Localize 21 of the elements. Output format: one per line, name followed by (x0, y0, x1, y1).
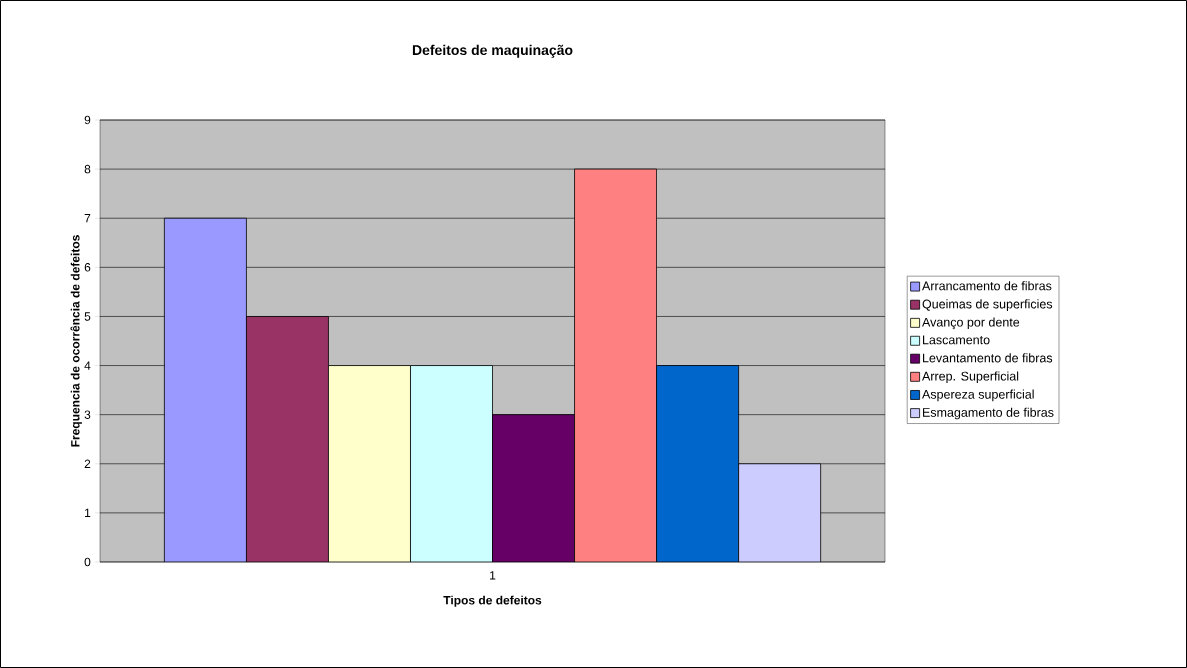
legend-label: Arrancamento de fibras (922, 281, 1052, 291)
y-axis-title: Frequencia de ocorrência de defeitos (70, 235, 82, 447)
y-tick-label: 0 (84, 557, 91, 567)
chart-title: Defeitos de maquinação (412, 44, 573, 58)
y-tick-label: 6 (84, 263, 91, 272)
y-tick-label: 7 (84, 214, 91, 223)
y-tick-label: 3 (84, 410, 91, 419)
legend-label: Aspereza superficial (922, 389, 1034, 402)
y-tick-label: 5 (84, 312, 91, 321)
y-tick-label: 8 (84, 164, 91, 174)
legend-label: Arrep. Superficial (922, 371, 1019, 384)
legend-label: Lascamento (923, 335, 990, 345)
y-tick-label: 1 (85, 508, 91, 518)
y-tick-label: 2 (84, 459, 91, 468)
y-tick-label: 9 (84, 115, 91, 125)
x-axis-title: Tipos de defeitos (443, 595, 542, 607)
legend-label: Esmagamento de fibras (923, 407, 1054, 420)
y-tick-label: 4 (84, 361, 91, 370)
legend-label: Queimas de superficies (922, 299, 1053, 311)
legend-label: Avanço por dente (922, 317, 1020, 330)
legend-label: Levantamento de fibras (923, 353, 1053, 363)
